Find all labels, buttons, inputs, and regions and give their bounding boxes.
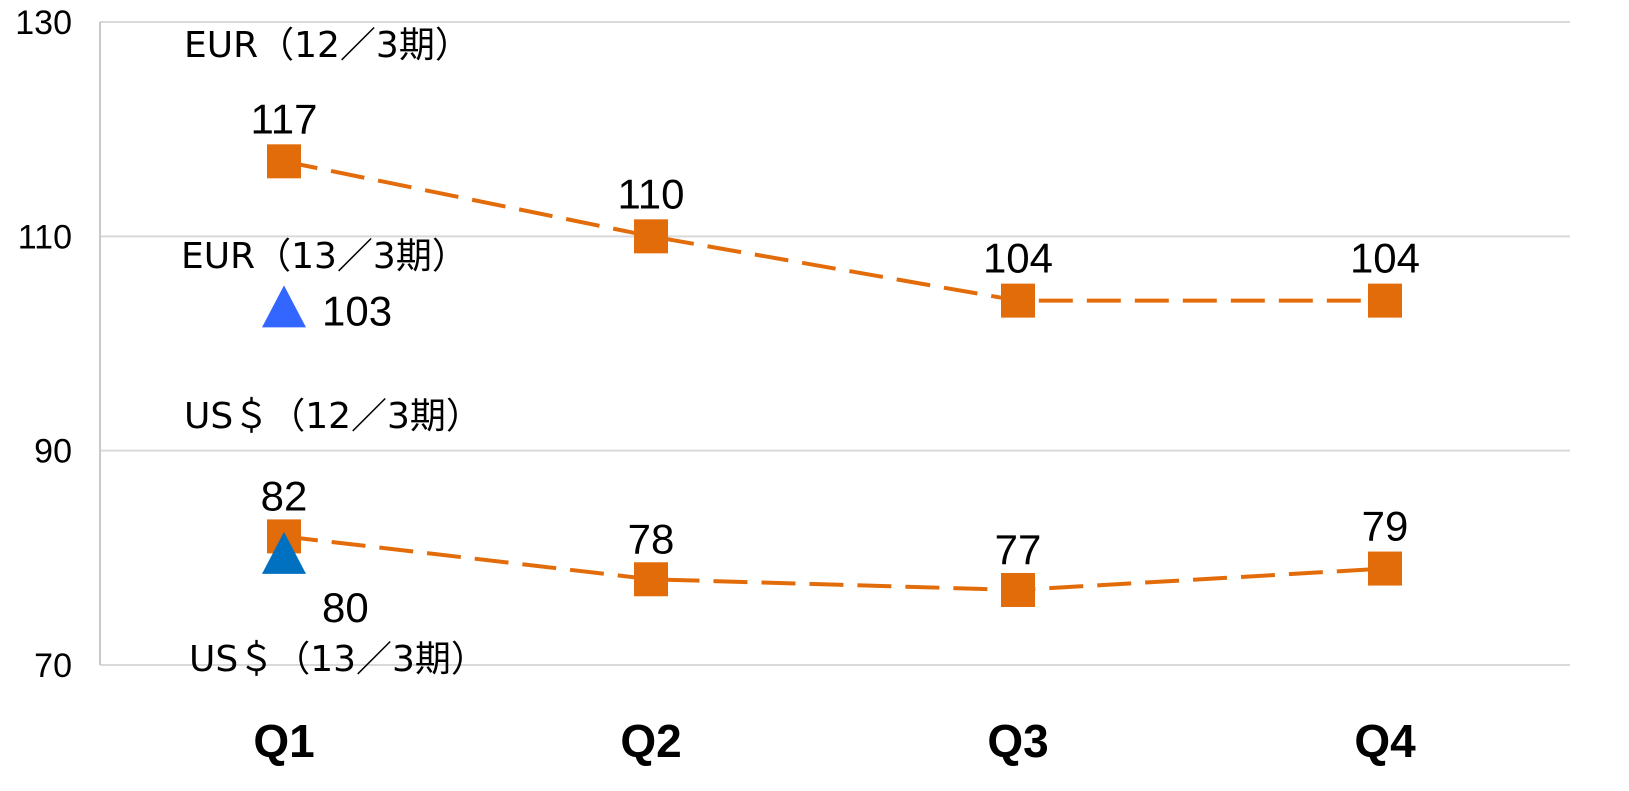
data-label: 78 bbox=[628, 515, 675, 562]
series-name-label: EUR（13／3期） bbox=[181, 236, 468, 277]
series-name-label: EUR（12／3期） bbox=[184, 25, 471, 66]
square-marker bbox=[634, 562, 668, 597]
series-lines bbox=[283, 159, 1386, 592]
data-label: 80 bbox=[322, 584, 369, 631]
series-name-label: US＄（13／3期） bbox=[189, 639, 487, 680]
y-tick-label: 110 bbox=[18, 218, 72, 256]
data-label: 117 bbox=[251, 95, 318, 142]
triangle-marker bbox=[262, 531, 306, 574]
square-marker bbox=[1368, 551, 1402, 586]
series-line bbox=[283, 534, 1386, 592]
data-label: 104 bbox=[1350, 235, 1420, 282]
series-name-label: US＄（12／3期） bbox=[184, 396, 482, 437]
data-labels: 117 110 104 104 82 78 77 79 103 80 bbox=[251, 95, 1421, 631]
data-label: 77 bbox=[995, 526, 1042, 573]
y-tick-label: 130 bbox=[15, 4, 72, 42]
series-name-labels: EUR（12／3期） US＄（12／3期） EUR（13／3期） US＄（13／3期） bbox=[181, 25, 487, 680]
square-marker bbox=[1001, 572, 1035, 607]
x-category-label: Q3 bbox=[987, 715, 1048, 767]
y-tick-label: 70 bbox=[34, 647, 72, 685]
square-marker bbox=[1001, 283, 1035, 318]
y-axis-ticks: 130 110 90 70 bbox=[15, 4, 72, 685]
series-line bbox=[283, 159, 1385, 303]
x-axis-categories: Q1 Q2 Q3 Q4 bbox=[253, 715, 1416, 767]
triangle-marker bbox=[262, 285, 306, 328]
gridlines bbox=[99, 21, 1570, 666]
y-tick-label: 90 bbox=[34, 433, 72, 471]
x-category-label: Q1 bbox=[253, 715, 314, 767]
x-category-label: Q4 bbox=[1354, 715, 1416, 767]
data-label: 104 bbox=[983, 235, 1053, 282]
series-markers bbox=[262, 144, 1402, 607]
data-label: 103 bbox=[322, 287, 392, 334]
square-marker bbox=[1368, 283, 1402, 318]
data-label: 110 bbox=[618, 170, 685, 217]
x-category-label: Q2 bbox=[620, 715, 681, 767]
square-marker bbox=[267, 144, 301, 179]
data-label: 79 bbox=[1362, 503, 1409, 550]
square-marker bbox=[634, 219, 668, 254]
data-label: 82 bbox=[261, 472, 308, 519]
